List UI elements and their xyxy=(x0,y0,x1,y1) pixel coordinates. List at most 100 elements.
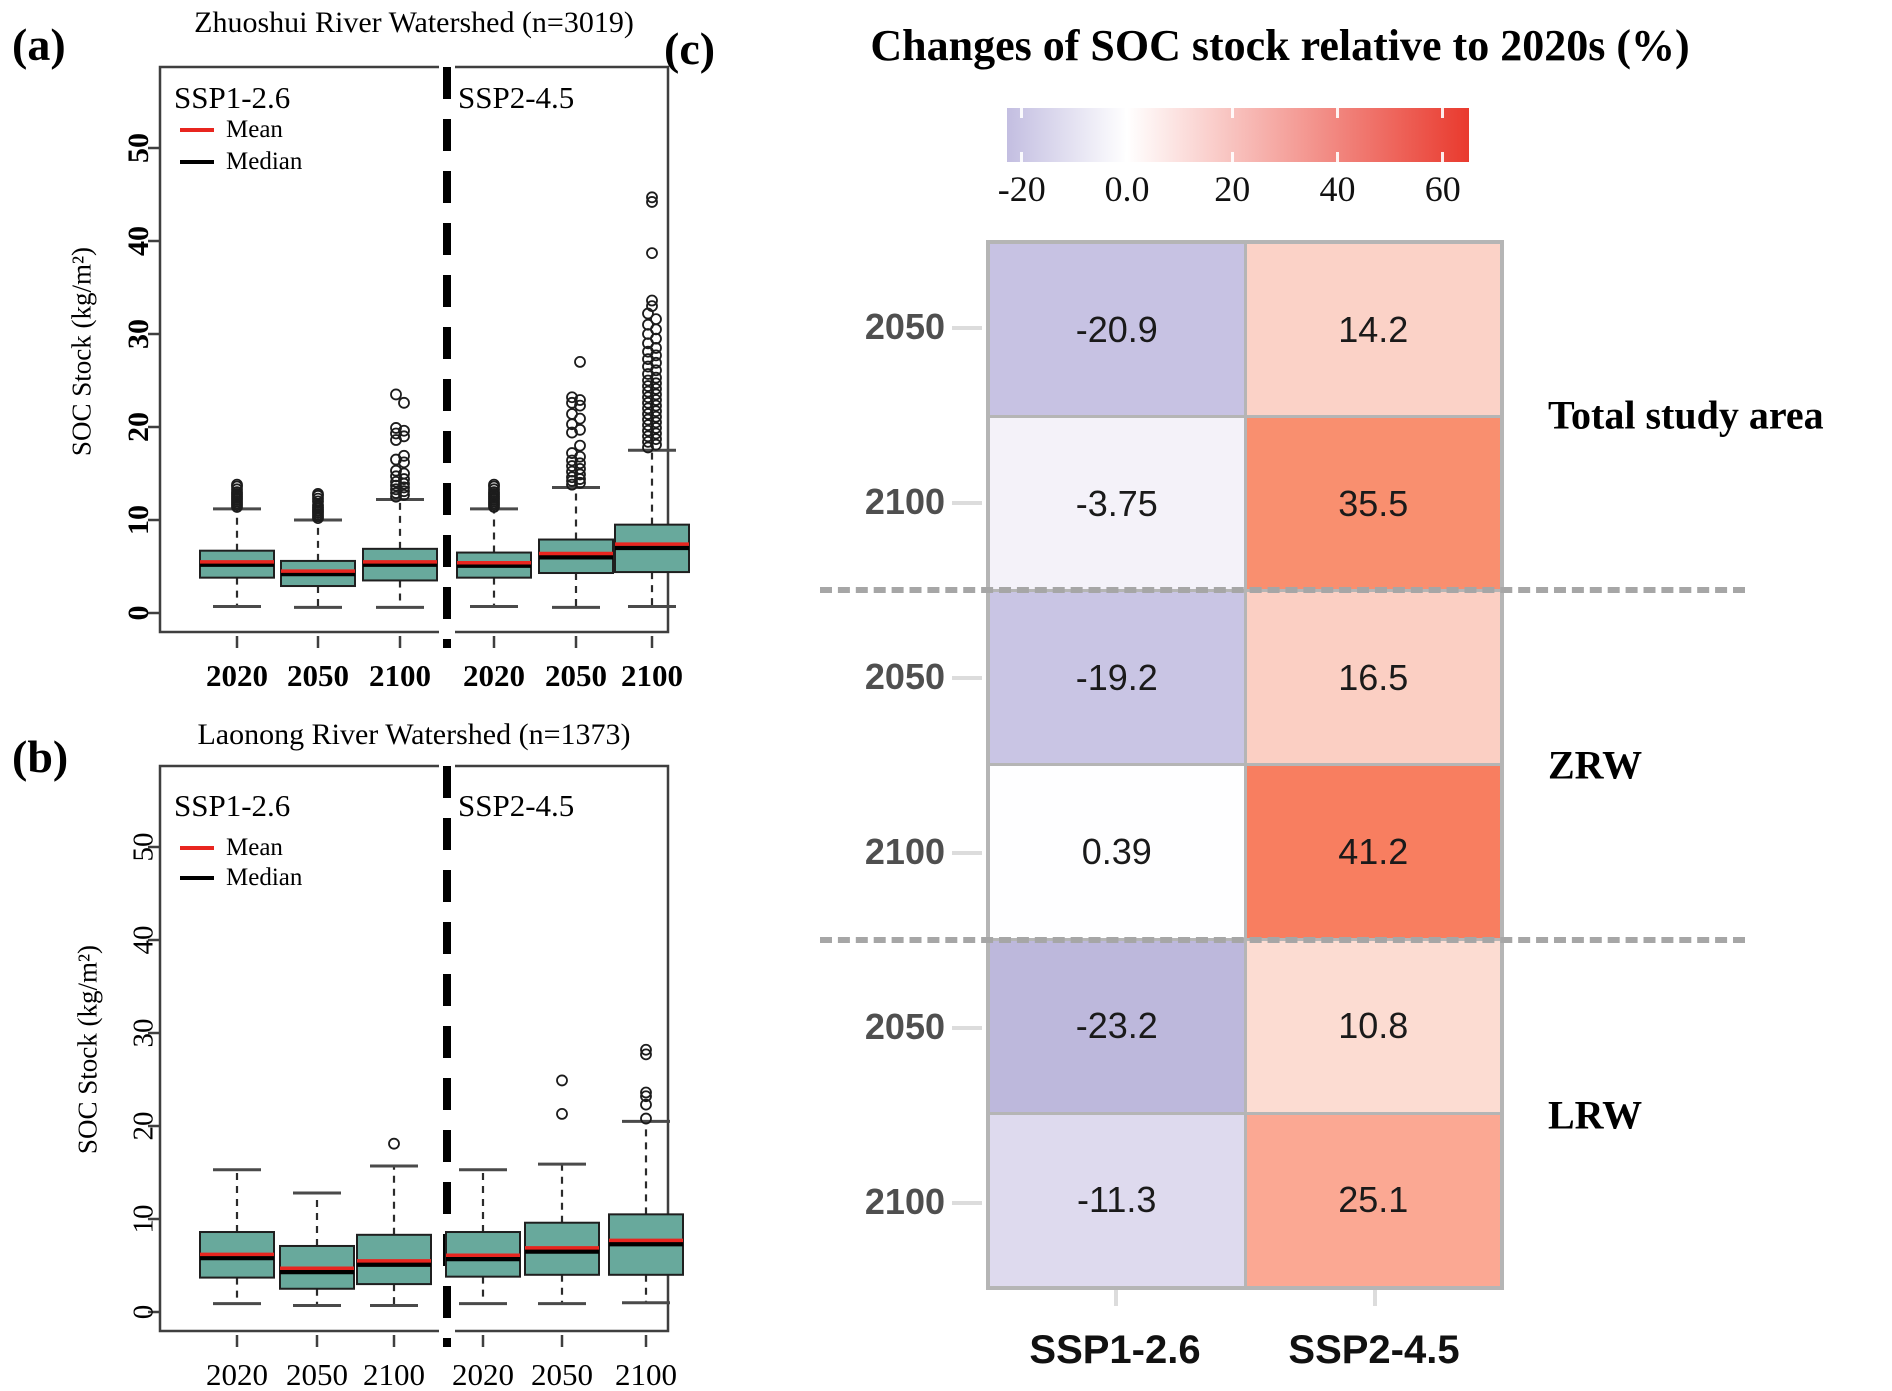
y-tick-label: 20 xyxy=(128,1112,160,1141)
x-tick-label: 2020 xyxy=(452,1357,514,1391)
outlier-point xyxy=(398,430,410,443)
colorbar-notch xyxy=(1441,108,1445,118)
outlier-point xyxy=(650,433,662,445)
heatmap-row-label: 2050 xyxy=(864,655,945,697)
row-tick xyxy=(952,675,982,680)
outlier-point xyxy=(566,478,578,491)
median-line-swatch xyxy=(180,160,214,164)
outlier-point xyxy=(390,487,402,499)
outlier-point xyxy=(574,476,586,489)
y-tick-label: 0 xyxy=(128,1305,160,1320)
outlier-point xyxy=(650,438,662,451)
outlier-point xyxy=(398,424,410,437)
outlier-point xyxy=(646,196,658,208)
heatmap-cell: 0.39 xyxy=(990,766,1244,938)
legend-median-row-b: Median xyxy=(180,864,302,892)
outlier-point xyxy=(642,402,654,415)
outlier-point xyxy=(398,481,410,494)
y-tick-label: 0 xyxy=(122,606,155,621)
heatmap-cell: 14.2 xyxy=(1246,244,1500,416)
legend-mean-row: Mean xyxy=(180,116,283,144)
panel-c-letter: (c) xyxy=(664,23,716,74)
outlier-point xyxy=(574,457,586,470)
colorbar-notch xyxy=(1230,108,1234,118)
legend-mean-row-b: Mean xyxy=(180,834,283,862)
heatmap-cell: -19.2 xyxy=(990,592,1244,764)
outlier-point xyxy=(566,408,578,420)
outlier-point xyxy=(390,470,402,483)
heatmap-grid: -20.9 14.2 -3.75 35.5 -19.2 16.5 0.39 41.2 -23.2… xyxy=(986,240,1504,1290)
outlier-point xyxy=(574,439,586,452)
y-tick-label: 30 xyxy=(122,319,155,349)
colorbar-notch xyxy=(1335,152,1339,162)
outlier-point xyxy=(646,247,658,259)
outlier-point xyxy=(650,382,662,395)
heatmap-row-label: 2050 xyxy=(864,305,945,347)
frame-right xyxy=(455,65,670,634)
row-tick xyxy=(952,850,982,855)
outlier-point xyxy=(640,1090,652,1103)
outlier-point xyxy=(390,464,402,477)
outlier-point xyxy=(642,413,654,426)
outlier-point xyxy=(642,380,654,392)
heatmap-cell: 35.5 xyxy=(1246,418,1500,590)
colorbar-tick-label: -20 xyxy=(997,169,1046,209)
y-tick-label: 10 xyxy=(128,1205,160,1234)
panel-a-title: Zhuoshui River Watershed (n=3019) xyxy=(194,6,634,39)
y-tick-label: 20 xyxy=(122,412,155,442)
outlier-point xyxy=(642,385,654,398)
outlier-point xyxy=(640,1043,652,1056)
mean-label: Mean xyxy=(226,834,283,861)
panel-a-boxplot: 0 10 20 30 40 50 2020 2050 2100 2020 2050 2100 xyxy=(122,65,690,693)
outlier-point xyxy=(390,427,402,440)
x-tick-label: 2050 xyxy=(531,1357,593,1391)
x-tick-label: 2100 xyxy=(621,658,683,693)
panel-b-title: Laonong River Watershed (n=1373) xyxy=(197,718,631,751)
outlier-point xyxy=(390,475,402,488)
y-tick-label: 40 xyxy=(122,226,155,256)
heatmap-cell: 16.5 xyxy=(1246,592,1500,764)
x-tick-label: 2020 xyxy=(206,1357,268,1391)
colorbar-notch xyxy=(1020,152,1024,162)
outlier-point xyxy=(640,1048,652,1061)
group-separator-dashed xyxy=(820,587,1745,593)
column-tick xyxy=(1113,1290,1118,1306)
heatmap-row-label: 2100 xyxy=(864,480,945,522)
xaxis-label-ssp2: SSP2-4.5 xyxy=(1288,1328,1460,1372)
outlier-point xyxy=(574,394,586,406)
x-tick-label: 2050 xyxy=(287,658,349,693)
heatmap-row-label: 2050 xyxy=(864,1005,945,1047)
mean-line-swatch xyxy=(180,846,214,850)
outlier-point xyxy=(398,473,410,485)
outlier-point xyxy=(650,377,662,390)
heatmap-cell: 41.2 xyxy=(1246,766,1500,938)
outlier-point xyxy=(650,313,662,326)
outlier-point xyxy=(650,399,662,412)
row-tick xyxy=(952,1200,982,1205)
outlier-point xyxy=(650,388,662,401)
y-tick-label: 30 xyxy=(128,1019,160,1048)
heatmap-title: Changes of SOC stock relative to 2020s (… xyxy=(870,21,1690,70)
outlier-point xyxy=(390,422,402,434)
outlier-point xyxy=(566,426,578,439)
y-tick-label: 40 xyxy=(128,926,160,955)
outlier-point xyxy=(398,488,410,501)
outlier-point xyxy=(640,1112,652,1125)
outlier-point xyxy=(650,410,662,423)
x-tick-label: 2100 xyxy=(615,1357,677,1391)
outlier-point xyxy=(566,447,578,459)
heatmap-cell: -23.2 xyxy=(990,940,1244,1112)
median-label: Median xyxy=(226,864,303,891)
group-label-zrw: ZRW xyxy=(1548,742,1643,788)
outlier-point xyxy=(650,427,662,440)
row-tick xyxy=(952,325,982,330)
outlier-point xyxy=(390,388,402,401)
x-tick-label: 2020 xyxy=(206,658,268,693)
panel-b-scenario-ssp2: SSP2-4.5 xyxy=(458,788,575,823)
colorbar-tick-label: 40 xyxy=(1319,169,1356,209)
colorbar xyxy=(1007,108,1469,162)
outlier-point xyxy=(574,462,586,475)
x-tick-label: 2020 xyxy=(463,658,525,693)
colorbar-tick-label: 0.0 xyxy=(1104,169,1150,209)
